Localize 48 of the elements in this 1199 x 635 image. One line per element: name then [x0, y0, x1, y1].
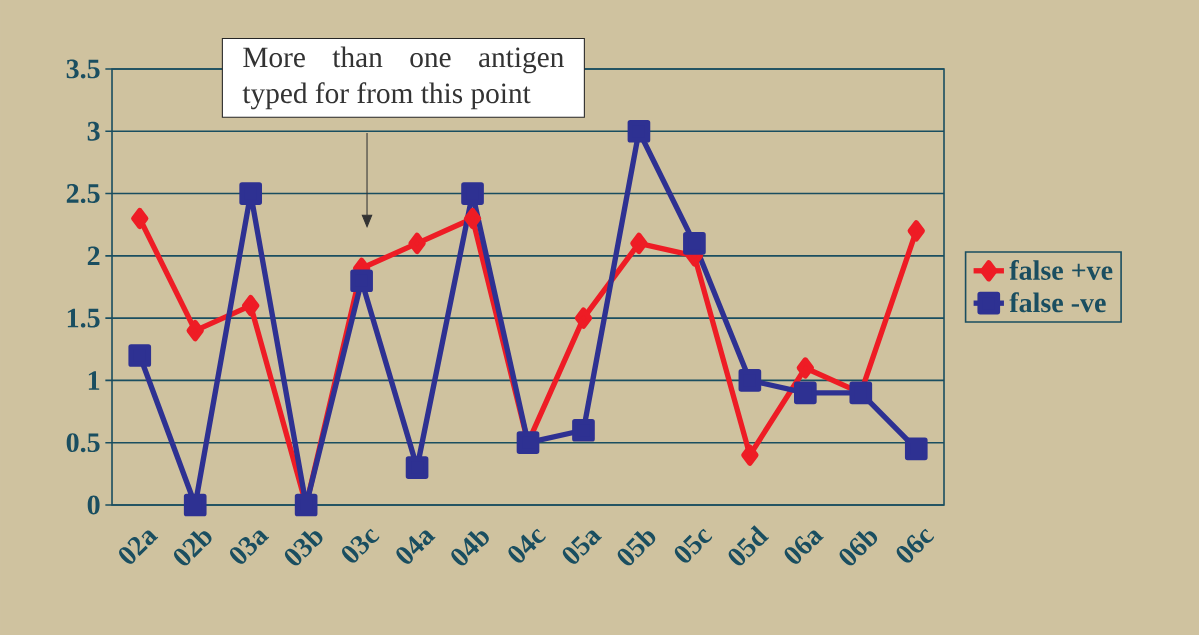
point — [128, 344, 152, 367]
point — [183, 493, 207, 517]
x-tick-label: 04b — [451, 531, 489, 566]
x-tick-label: 05c — [674, 528, 713, 563]
point — [350, 269, 373, 293]
x-tick-label: 03c — [342, 528, 380, 563]
y-tick-label: 1 — [88, 371, 100, 390]
y-tick-label: 0 — [87, 495, 100, 515]
point — [408, 232, 426, 255]
point — [907, 220, 925, 242]
point — [796, 357, 815, 379]
point — [741, 444, 759, 466]
point — [738, 369, 762, 392]
y-tick-label: 3.5 — [66, 59, 100, 79]
legend-label: false -ve — [1009, 292, 1106, 313]
x-tick-label: 04a — [396, 530, 436, 564]
point — [904, 437, 928, 461]
point — [627, 119, 651, 143]
x-tick-label: 05d — [728, 525, 770, 566]
y-tick-label: 1.5 — [67, 308, 100, 328]
point — [242, 295, 260, 317]
x-tick-label: 03a — [229, 530, 270, 564]
x-tick-label: 04c — [508, 528, 546, 563]
x-tick-label: 06a — [784, 530, 824, 564]
point — [463, 207, 482, 230]
x-tick-label: 05b — [617, 531, 656, 566]
x-tick-label: 03b — [284, 531, 323, 566]
point — [574, 307, 593, 329]
annotation: More than one antigen typed for from this point — [242, 46, 564, 110]
y-tick-label: 2.5 — [66, 184, 100, 204]
point — [405, 456, 429, 479]
y-tick-label: 2 — [87, 246, 100, 266]
point — [630, 232, 648, 255]
x-tick-label: 02b — [173, 531, 212, 566]
point — [186, 319, 204, 342]
x-tick-label: 02a — [119, 530, 159, 564]
x-tick-label: 05a — [562, 530, 602, 564]
y-tick-label: 3 — [87, 121, 100, 141]
y-tick-label: 0.5 — [66, 433, 100, 453]
point — [131, 207, 149, 230]
point — [239, 182, 263, 205]
point — [572, 418, 595, 442]
point — [683, 232, 706, 255]
legend-label: false +ve — [1009, 259, 1113, 280]
x-tick-label: 06b — [839, 531, 878, 566]
x-tick-label: 06c — [896, 528, 935, 563]
point — [794, 381, 817, 405]
point — [461, 182, 484, 205]
